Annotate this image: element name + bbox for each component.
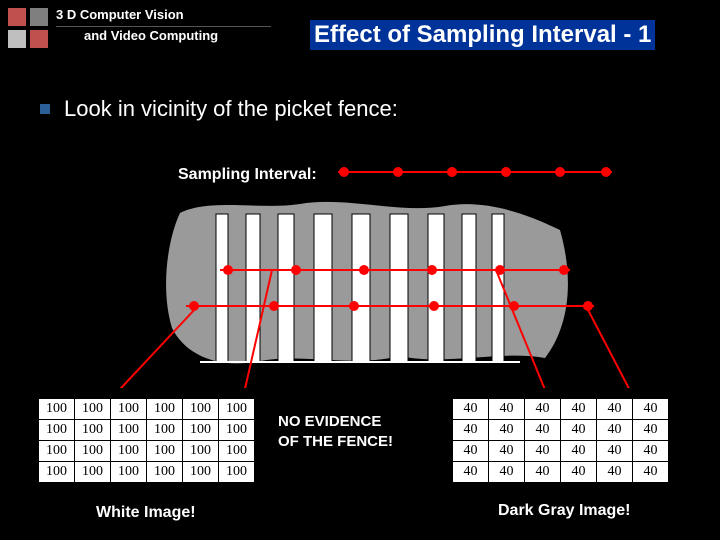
table-cell: 40 bbox=[489, 462, 525, 483]
table-cell: 40 bbox=[633, 462, 669, 483]
logo-sq-tr bbox=[30, 8, 48, 26]
table-cell: 100 bbox=[39, 420, 75, 441]
course-title: 3 D Computer Vision and Video Computing bbox=[56, 6, 271, 44]
gray-image-table: 4040404040404040404040404040404040404040… bbox=[452, 398, 669, 483]
table-cell: 100 bbox=[75, 420, 111, 441]
table-cell: 100 bbox=[219, 441, 255, 462]
bullet-row: Look in vicinity of the picket fence: bbox=[40, 96, 398, 122]
table-cell: 40 bbox=[489, 420, 525, 441]
table-cell: 100 bbox=[75, 462, 111, 483]
table-cell: 100 bbox=[219, 420, 255, 441]
table-cell: 40 bbox=[561, 399, 597, 420]
table-cell: 100 bbox=[111, 399, 147, 420]
table-cell: 100 bbox=[219, 399, 255, 420]
logo-sq-tl bbox=[8, 8, 26, 26]
table-cell: 100 bbox=[183, 420, 219, 441]
fence-diagram bbox=[0, 158, 720, 388]
table-cell: 40 bbox=[453, 399, 489, 420]
course-title-line1: 3 D Computer Vision bbox=[56, 6, 271, 27]
table-cell: 100 bbox=[147, 399, 183, 420]
logo-sq-bl bbox=[8, 30, 26, 48]
table-cell: 100 bbox=[39, 462, 75, 483]
center-caption: NO EVIDENCEOF THE FENCE! bbox=[278, 412, 393, 451]
table-cell: 100 bbox=[219, 462, 255, 483]
table-cell: 100 bbox=[183, 462, 219, 483]
table-cell: 40 bbox=[489, 441, 525, 462]
table-cell: 40 bbox=[633, 399, 669, 420]
table-cell: 40 bbox=[453, 441, 489, 462]
bullet-icon bbox=[40, 104, 50, 114]
table-cell: 40 bbox=[525, 420, 561, 441]
table-cell: 100 bbox=[39, 399, 75, 420]
table-cell: 40 bbox=[453, 420, 489, 441]
table-cell: 40 bbox=[453, 462, 489, 483]
table-cell: 40 bbox=[525, 462, 561, 483]
table-cell: 40 bbox=[525, 441, 561, 462]
table-cell: 100 bbox=[75, 399, 111, 420]
table-cell: 40 bbox=[633, 441, 669, 462]
table-cell: 40 bbox=[525, 399, 561, 420]
table-cell: 100 bbox=[183, 399, 219, 420]
table-cell: 100 bbox=[111, 441, 147, 462]
gray-image-caption: Dark Gray Image! bbox=[498, 502, 631, 520]
table-cell: 100 bbox=[75, 441, 111, 462]
table-cell: 100 bbox=[39, 441, 75, 462]
slide-title: Effect of Sampling Interval - 1 bbox=[310, 20, 655, 50]
table-cell: 100 bbox=[147, 441, 183, 462]
table-cell: 100 bbox=[111, 420, 147, 441]
logo bbox=[8, 8, 52, 52]
table-cell: 40 bbox=[489, 399, 525, 420]
table-cell: 40 bbox=[597, 399, 633, 420]
slide-header: 3 D Computer Vision and Video Computing … bbox=[0, 0, 720, 52]
white-image-table: 1001001001001001001001001001001001001001… bbox=[38, 398, 255, 483]
table-cell: 40 bbox=[561, 420, 597, 441]
table-cell: 100 bbox=[111, 462, 147, 483]
table-cell: 40 bbox=[561, 462, 597, 483]
table-cell: 100 bbox=[183, 441, 219, 462]
table-cell: 40 bbox=[597, 462, 633, 483]
logo-sq-br bbox=[30, 30, 48, 48]
table-cell: 40 bbox=[597, 420, 633, 441]
table-cell: 40 bbox=[633, 420, 669, 441]
table-cell: 100 bbox=[147, 420, 183, 441]
table-cell: 100 bbox=[147, 462, 183, 483]
table-cell: 40 bbox=[597, 441, 633, 462]
bullet-text: Look in vicinity of the picket fence: bbox=[64, 96, 398, 122]
course-title-line2: and Video Computing bbox=[56, 27, 271, 45]
table-cell: 40 bbox=[561, 441, 597, 462]
white-image-caption: White Image! bbox=[96, 504, 196, 522]
